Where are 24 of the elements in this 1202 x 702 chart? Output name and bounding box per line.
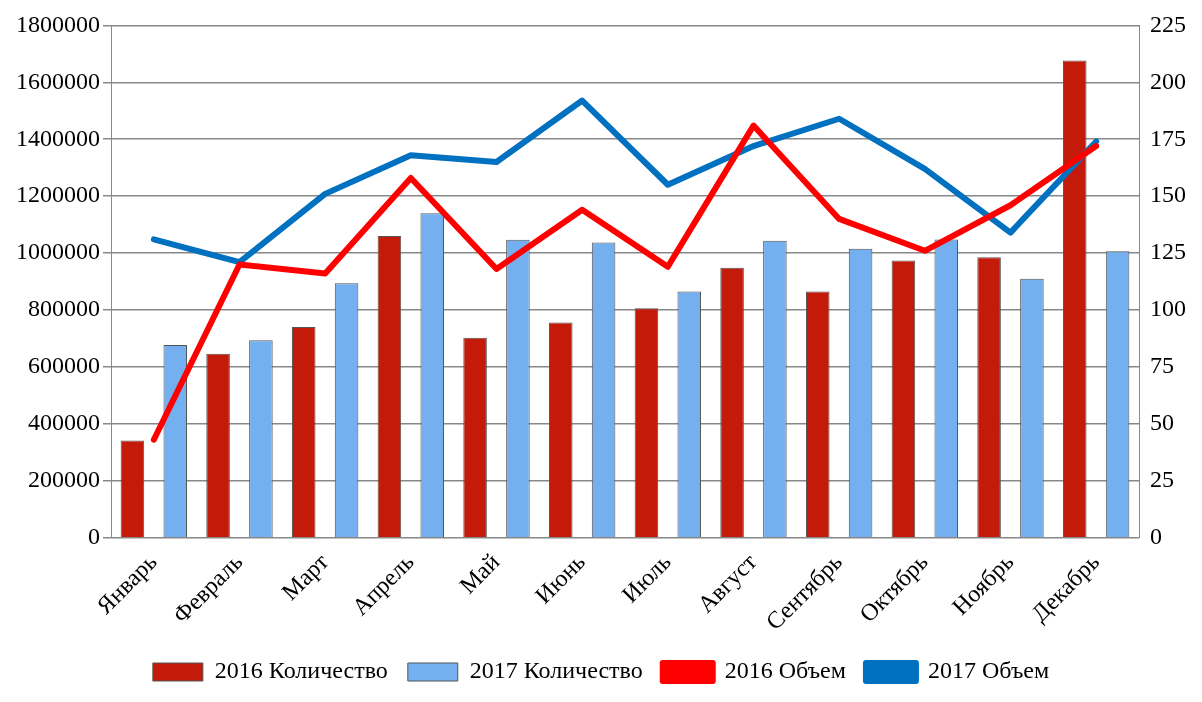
y2-tick-label: 0 — [1150, 522, 1162, 549]
y2-tick-label: 50 — [1150, 409, 1174, 436]
y2-tick-label: 175 — [1150, 124, 1186, 151]
y-tick-label: 1600000 — [16, 67, 100, 94]
legend-label: 2016 Количество — [214, 657, 388, 684]
y2-tick-label: 25 — [1150, 466, 1174, 493]
y-tick-label: 1400000 — [16, 124, 100, 151]
y2-tick-label: 125 — [1150, 238, 1186, 265]
y-tick-label: 1000000 — [16, 238, 100, 265]
y-tick-label: 600000 — [28, 352, 100, 379]
y2-tick-label: 225 — [1150, 10, 1186, 37]
legend-label: 2017 Количество — [469, 657, 643, 684]
y-tick-label: 200000 — [28, 466, 100, 493]
y-tick-label: 1800000 — [16, 10, 100, 37]
y2-tick-label: 100 — [1150, 295, 1186, 322]
y-tick-label: 1200000 — [16, 181, 100, 208]
legend-label: 2016 Объем — [724, 657, 846, 684]
y-tick-label: 800000 — [28, 295, 100, 322]
y-tick-label: 400000 — [28, 409, 100, 436]
y-tick-label: 0 — [88, 522, 100, 549]
y2-tick-label: 200 — [1150, 67, 1186, 94]
y2-tick-label: 75 — [1150, 352, 1174, 379]
y2-tick-label: 150 — [1150, 181, 1186, 208]
legend-label: 2017 Объем — [927, 657, 1050, 684]
